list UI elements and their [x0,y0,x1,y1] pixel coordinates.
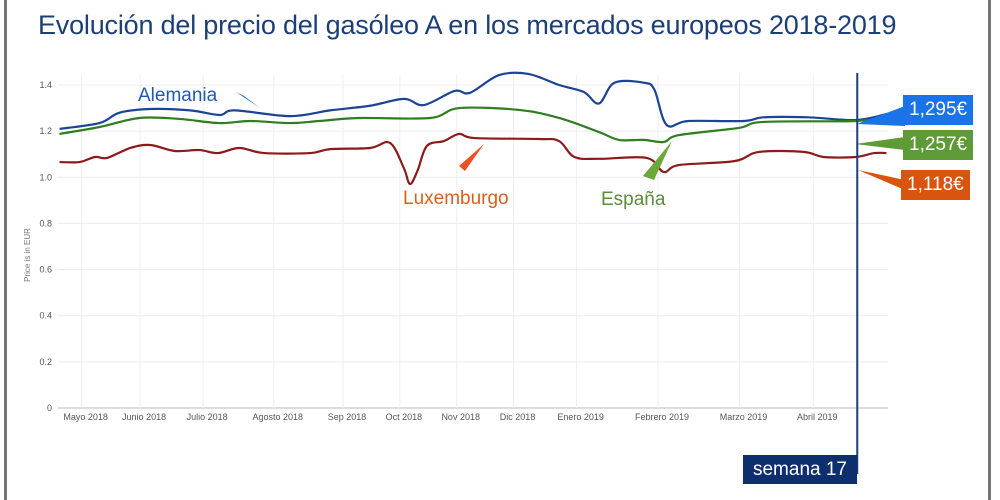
x-tick-label: Marzo 2019 [720,412,768,422]
luxemburgo-pointer [459,144,484,171]
series-line-luxemburgo [59,132,887,186]
y-axis-label: Price is in EUR [23,228,32,282]
badge-pointer-luxemburgo [858,170,905,190]
x-tick-label: Nov 2018 [441,412,480,422]
x-tick-label: Abril 2019 [797,412,838,422]
x-tick-label: Mayo 2018 [63,412,108,422]
x-tick-label: Oct 2018 [386,412,423,422]
grid [58,75,888,409]
badge-pointer-espana [855,137,905,150]
final-value-espana: 1,257€ [903,130,974,160]
series-label-alemania: Alemania [138,85,218,106]
series-line-alemania [59,71,887,130]
series-line-espana [59,106,887,144]
series-lines [59,71,887,186]
annotations: Alemania Luxemburgo España [138,85,905,210]
x-tick-label: Dic 2018 [500,412,536,422]
x-tick-label: Sep 2018 [328,412,367,422]
x-tick-label: Agosto 2018 [253,412,304,422]
espana-pointer [643,141,672,180]
x-tick-label: Enero 2019 [557,412,604,422]
y-tick-label: 1.4 [39,80,52,90]
y-tick-label: 0.8 [39,218,52,228]
chart-title: Evolución del precio del gasóleo A en lo… [38,10,897,40]
y-tick-label: 0 [47,403,52,413]
x-tick-label: Julio 2018 [187,412,228,422]
series-label-espana: España [601,189,666,210]
semana-17-label: semana 17 [743,455,857,484]
y-tick-label: 0.4 [39,311,52,321]
y-axis: 0 0.2 0.4 0.6 0.8 1.0 1.2 1.4 [39,80,52,413]
series-label-luxemburgo: Luxemburgo [403,188,509,209]
x-axis: Mayo 2018 Junio 2018 Julio 2018 Agosto 2018… [63,412,837,422]
y-tick-label: 1.0 [39,172,52,182]
y-tick-label: 0.2 [39,357,52,367]
x-tick-label: Junio 2018 [122,412,166,422]
alemania-pointer [236,92,260,108]
final-value-luxemburgo: 1,118€ [901,170,970,200]
y-tick-label: 0.6 [39,265,52,275]
chart-frame [4,0,991,500]
final-value-alemania: 1,295€ [903,95,974,125]
badge-pointer-alemania [857,106,905,126]
y-tick-label: 1.2 [39,126,52,136]
x-tick-label: Febrero 2019 [635,412,689,422]
